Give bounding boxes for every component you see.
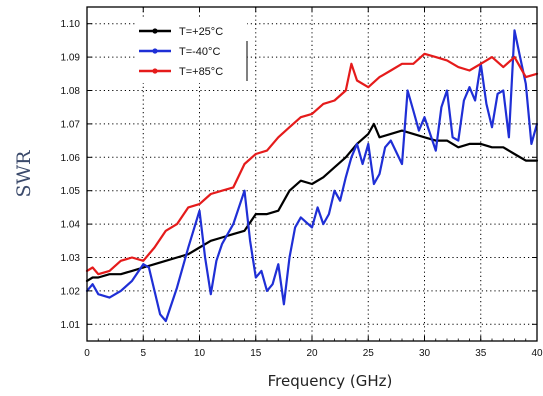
x-tick-label: 20: [306, 348, 318, 359]
series-line-t-40-c: [85, 29, 539, 323]
series-line-t-85-c: [85, 52, 539, 276]
tick-labels: 0 5 10 15 20 25 30 35 40 1.01 1.02 1.03 1.04 1.05 1.06…: [61, 19, 543, 359]
x-tick-label: 15: [250, 348, 262, 359]
y-tick-label: 1.08: [61, 86, 81, 97]
legend-marker: [152, 48, 158, 54]
x-tick-label: 35: [475, 348, 487, 359]
legend-marker: [152, 28, 158, 34]
x-tick-label: 5: [140, 348, 146, 359]
x-tick-label: 30: [419, 348, 431, 359]
x-axis-title: Frequency (GHz): [268, 372, 393, 390]
y-tick-label: 1.04: [61, 220, 81, 231]
x-tick-label: 10: [194, 348, 206, 359]
x-tick-label: 25: [363, 348, 375, 359]
y-tick-label: 1.01: [61, 320, 81, 331]
x-tick-label: 40: [531, 348, 543, 359]
y-tick-label: 1.09: [61, 53, 81, 64]
grid-lines: [87, 7, 537, 341]
y-tick-label: 1.05: [61, 186, 81, 197]
legend-marker: [152, 68, 158, 74]
legend-label: T=-40°C: [179, 46, 220, 58]
legend-label: T=+25°C: [179, 26, 223, 38]
series-line-t-25-c: [85, 122, 539, 282]
x-tick-label: 0: [84, 348, 90, 359]
series-layer: [85, 29, 539, 323]
y-tick-label: 1.02: [61, 286, 81, 297]
y-tick-label: 1.07: [61, 119, 81, 130]
legend: T=+25°C T=-40°C T=+85°C: [135, 17, 248, 83]
y-tick-label: 1.10: [61, 19, 81, 30]
y-tick-label: 1.06: [61, 153, 81, 164]
legend-label: T=+85°C: [179, 66, 223, 78]
y-axis-title: SWR: [13, 150, 35, 198]
y-tick-label: 1.03: [61, 253, 81, 264]
tick-marks: [86, 7, 538, 341]
